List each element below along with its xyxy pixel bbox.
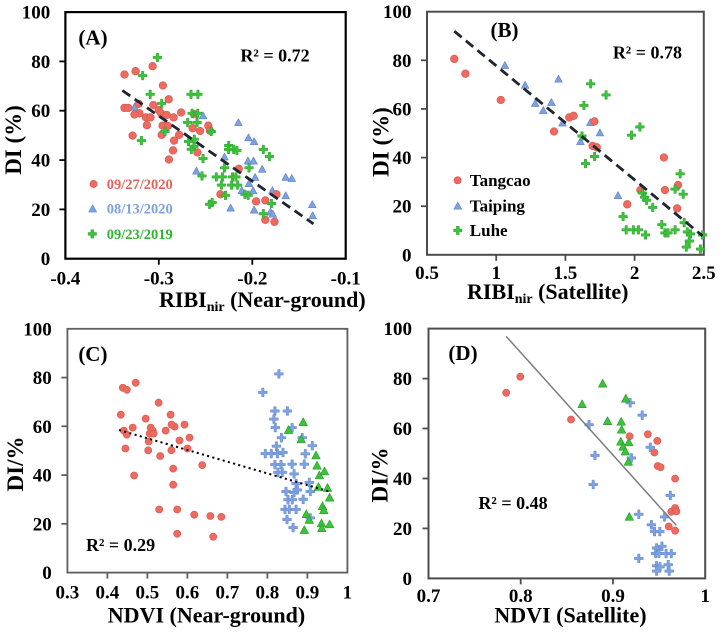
svg-text:R² = 0.48: R² = 0.48 — [478, 493, 547, 513]
svg-text:DI/%: DI/% — [3, 437, 28, 492]
svg-text:0.9: 0.9 — [601, 586, 625, 607]
svg-text:0.9: 0.9 — [296, 583, 320, 604]
svg-text:60: 60 — [31, 101, 50, 122]
svg-text:2: 2 — [630, 263, 640, 284]
svg-text:(B): (B) — [491, 18, 519, 42]
svg-text:NDVI (Near-ground): NDVI (Near-ground) — [108, 603, 305, 628]
svg-text:(A): (A) — [78, 25, 107, 49]
svg-text:RIBInir (Satellite): RIBInir (Satellite) — [467, 279, 628, 307]
svg-text:0.7: 0.7 — [216, 583, 240, 604]
svg-text:0.3: 0.3 — [56, 583, 80, 604]
svg-text:0: 0 — [403, 569, 413, 590]
svg-text:60: 60 — [393, 419, 412, 440]
svg-text:0: 0 — [41, 249, 51, 270]
svg-text:0.4: 0.4 — [96, 583, 120, 604]
svg-text:100: 100 — [23, 319, 52, 340]
svg-text:0.5: 0.5 — [415, 263, 439, 284]
svg-text:0.8: 0.8 — [509, 586, 533, 607]
svg-text:(D): (D) — [448, 341, 477, 365]
svg-text:09/23/2019: 09/23/2019 — [107, 227, 173, 243]
svg-text:Luhe: Luhe — [470, 221, 508, 240]
svg-text:100: 100 — [383, 2, 412, 23]
svg-text:60: 60 — [33, 417, 52, 438]
svg-text:1: 1 — [491, 263, 501, 284]
svg-text:RIBInir (Near-ground): RIBInir (Near-ground) — [159, 287, 366, 315]
svg-text:80: 80 — [393, 369, 412, 390]
svg-text:100: 100 — [384, 319, 413, 340]
svg-text:R² = 0.72: R² = 0.72 — [240, 46, 309, 66]
svg-text:Tangcao: Tangcao — [470, 171, 531, 190]
svg-text:0.8: 0.8 — [256, 583, 280, 604]
svg-text:R² = 0.78: R² = 0.78 — [613, 43, 682, 63]
svg-text:Taiping: Taiping — [470, 196, 526, 215]
svg-text:1: 1 — [343, 583, 353, 604]
svg-text:R² = 0.29: R² = 0.29 — [86, 535, 155, 555]
svg-text:0: 0 — [402, 245, 412, 266]
svg-text:20: 20 — [31, 200, 50, 221]
svg-text:08/13/2020: 08/13/2020 — [107, 202, 173, 218]
svg-text:80: 80 — [31, 52, 50, 73]
svg-text:40: 40 — [31, 151, 50, 172]
svg-text:60: 60 — [393, 99, 412, 120]
svg-text:1: 1 — [700, 586, 710, 607]
svg-text:DI (%): DI (%) — [368, 107, 393, 177]
svg-text:80: 80 — [33, 368, 52, 389]
svg-text:100: 100 — [22, 3, 51, 24]
svg-text:40: 40 — [393, 469, 412, 490]
svg-text:DI/%: DI/% — [368, 448, 393, 503]
svg-text:-0.1: -0.1 — [331, 269, 361, 290]
svg-text:-0.4: -0.4 — [50, 269, 81, 290]
svg-text:40: 40 — [33, 466, 52, 487]
svg-text:0.7: 0.7 — [417, 586, 441, 607]
svg-text:0.6: 0.6 — [176, 583, 200, 604]
svg-text:1.5: 1.5 — [554, 263, 578, 284]
svg-text:0: 0 — [42, 563, 52, 584]
svg-text:0.5: 0.5 — [136, 583, 160, 604]
svg-text:80: 80 — [393, 51, 412, 72]
svg-text:20: 20 — [393, 197, 412, 218]
svg-text:2.5: 2.5 — [692, 263, 716, 284]
svg-text:-0.3: -0.3 — [144, 269, 174, 290]
svg-text:(C): (C) — [78, 342, 107, 366]
svg-text:09/27/2020: 09/27/2020 — [107, 177, 173, 193]
svg-text:20: 20 — [33, 514, 52, 535]
svg-text:DI (%): DI (%) — [1, 105, 26, 175]
svg-text:-0.2: -0.2 — [237, 269, 267, 290]
svg-text:20: 20 — [393, 519, 412, 540]
svg-text:NDVI (Satellite): NDVI (Satellite) — [494, 603, 646, 628]
svg-text:40: 40 — [393, 148, 412, 169]
